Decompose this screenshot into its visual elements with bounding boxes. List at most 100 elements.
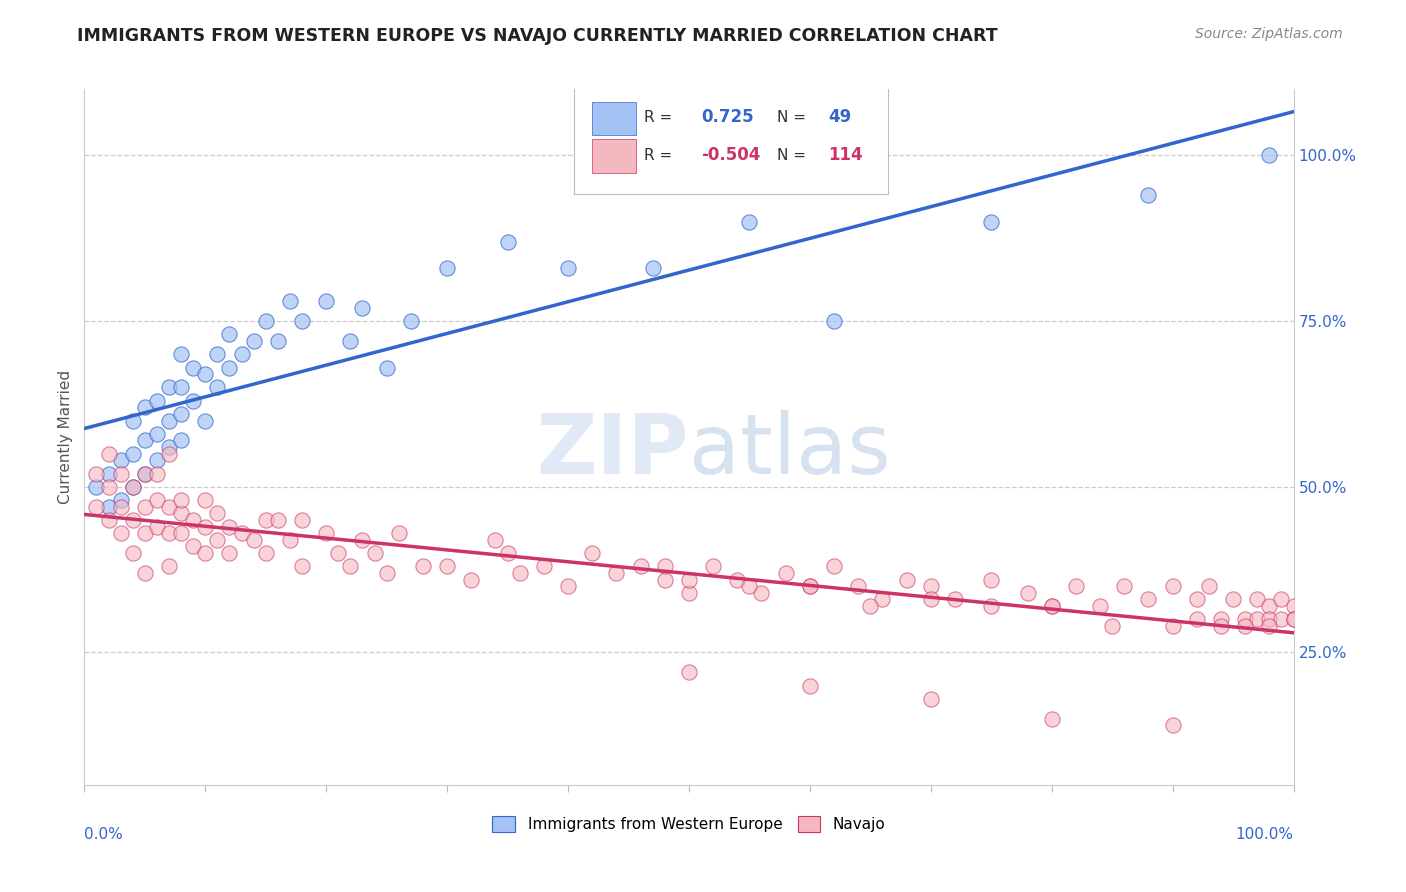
Point (1040, 599, 1063, 613)
Point (278, 533, 301, 547)
Point (291, 314, 314, 328)
Point (194, 413, 217, 427)
Point (278, 294, 301, 309)
Point (134, 526, 156, 541)
Point (218, 327, 240, 342)
Point (121, 480, 143, 494)
Point (110, 453, 132, 467)
Point (134, 467, 156, 481)
Point (121, 546, 143, 560)
FancyBboxPatch shape (574, 86, 889, 194)
Point (254, 314, 277, 328)
Point (1258, 599, 1281, 613)
Text: 114: 114 (828, 146, 863, 164)
Point (896, 573, 918, 587)
Point (231, 526, 253, 541)
Point (1234, 612, 1257, 626)
Point (1209, 612, 1232, 626)
FancyBboxPatch shape (592, 102, 636, 135)
Point (134, 566, 156, 580)
Point (170, 506, 193, 520)
Point (207, 347, 229, 361)
Point (702, 559, 724, 574)
Point (218, 546, 240, 560)
Point (242, 533, 264, 547)
Point (980, 599, 1002, 613)
Point (920, 579, 942, 593)
Point (146, 453, 169, 467)
Point (678, 665, 700, 680)
Point (315, 526, 337, 541)
Point (738, 579, 761, 593)
Text: 100.0%: 100.0% (1236, 827, 1294, 842)
Point (121, 447, 143, 461)
Text: N =: N = (778, 148, 811, 163)
Point (1258, 148, 1281, 162)
Point (630, 559, 652, 574)
Point (496, 546, 519, 560)
Point (157, 440, 180, 454)
Point (146, 426, 169, 441)
Point (218, 360, 240, 375)
Point (157, 559, 180, 574)
Point (1282, 599, 1305, 613)
Text: Source: ZipAtlas.com: Source: ZipAtlas.com (1195, 27, 1343, 41)
Point (509, 566, 531, 580)
Point (1234, 619, 1257, 633)
Point (654, 573, 676, 587)
Point (678, 573, 700, 587)
Point (97, 513, 120, 527)
Point (799, 579, 821, 593)
Point (352, 301, 374, 315)
Point (581, 546, 603, 560)
Point (1101, 619, 1123, 633)
Point (375, 360, 398, 375)
Point (194, 367, 217, 381)
Point (339, 559, 361, 574)
Point (980, 215, 1002, 229)
Text: 0.0%: 0.0% (84, 827, 124, 842)
Point (110, 493, 132, 508)
Point (146, 493, 169, 508)
Point (1185, 592, 1208, 607)
Point (1161, 718, 1184, 732)
Y-axis label: Currently Married: Currently Married (58, 370, 73, 504)
Point (436, 559, 458, 574)
Point (267, 513, 290, 527)
Point (1185, 612, 1208, 626)
Point (799, 679, 821, 693)
Point (146, 393, 169, 408)
Point (170, 407, 193, 421)
Point (170, 493, 193, 508)
Point (218, 519, 240, 533)
Point (654, 559, 676, 574)
Point (157, 526, 180, 541)
Point (170, 526, 193, 541)
Point (1258, 612, 1281, 626)
Point (1270, 612, 1292, 626)
Point (315, 294, 337, 309)
Point (242, 334, 264, 348)
Text: R =: R = (644, 148, 678, 163)
Point (1040, 599, 1063, 613)
Text: IMMIGRANTS FROM WESTERN EUROPE VS NAVAJO CURRENTLY MARRIED CORRELATION CHART: IMMIGRANTS FROM WESTERN EUROPE VS NAVAJO… (77, 27, 998, 45)
FancyBboxPatch shape (592, 139, 636, 173)
Point (460, 573, 482, 587)
Point (110, 500, 132, 514)
Point (339, 334, 361, 348)
Point (86, 500, 108, 514)
Point (181, 393, 204, 408)
Point (1209, 619, 1232, 633)
Point (194, 493, 217, 508)
Point (859, 599, 882, 613)
Point (557, 261, 579, 276)
Point (738, 215, 761, 229)
Text: N =: N = (778, 110, 811, 125)
Point (170, 347, 193, 361)
Point (291, 559, 314, 574)
Point (254, 513, 277, 527)
Point (1258, 619, 1281, 633)
Point (267, 334, 290, 348)
Point (110, 467, 132, 481)
Point (170, 434, 193, 448)
